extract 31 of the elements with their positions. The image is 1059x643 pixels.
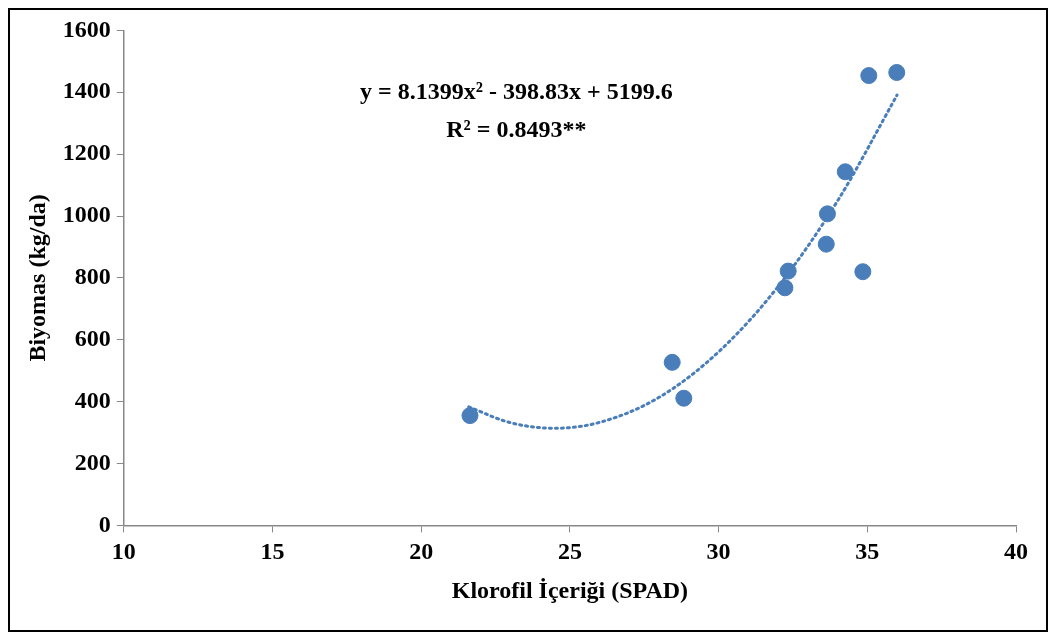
- x-tick-label: 40: [1004, 538, 1028, 564]
- y-tick-label: 1600: [62, 15, 111, 42]
- point: [836, 163, 854, 181]
- x-tick-label: 30: [706, 538, 731, 564]
- y-tick-label: 800: [74, 263, 111, 290]
- point: [779, 262, 797, 280]
- y-tick-label: 200: [74, 448, 111, 475]
- x-tick-label: 35: [855, 538, 880, 564]
- point: [675, 389, 693, 407]
- point: [854, 263, 872, 281]
- point: [860, 67, 878, 85]
- x-tick-label: 10: [111, 538, 136, 564]
- annotation: R² = 0.8493**: [446, 115, 587, 142]
- y-tick-label: 600: [74, 324, 111, 351]
- point: [663, 353, 681, 371]
- point: [888, 63, 906, 81]
- annotation: y = 8.1399x² - 398.83x + 5199.6: [360, 77, 673, 104]
- y-tick-label: 1200: [62, 139, 111, 166]
- y-tick-label: 400: [74, 386, 111, 413]
- point: [817, 235, 835, 253]
- y-tick-label: 1000: [62, 201, 111, 228]
- x-axis-title: Klorofil İçeriği (SPAD): [451, 576, 689, 603]
- y-tick-label: 0: [98, 510, 111, 537]
- x-tick-label: 15: [260, 538, 285, 564]
- x-tick-label: 25: [557, 538, 582, 564]
- point: [461, 407, 479, 425]
- y-axis-title: Biyomas (kg/da): [23, 194, 50, 362]
- point: [818, 205, 836, 223]
- point: [776, 279, 794, 297]
- x-tick-label: 20: [409, 538, 434, 564]
- y-tick-label: 1400: [62, 77, 111, 104]
